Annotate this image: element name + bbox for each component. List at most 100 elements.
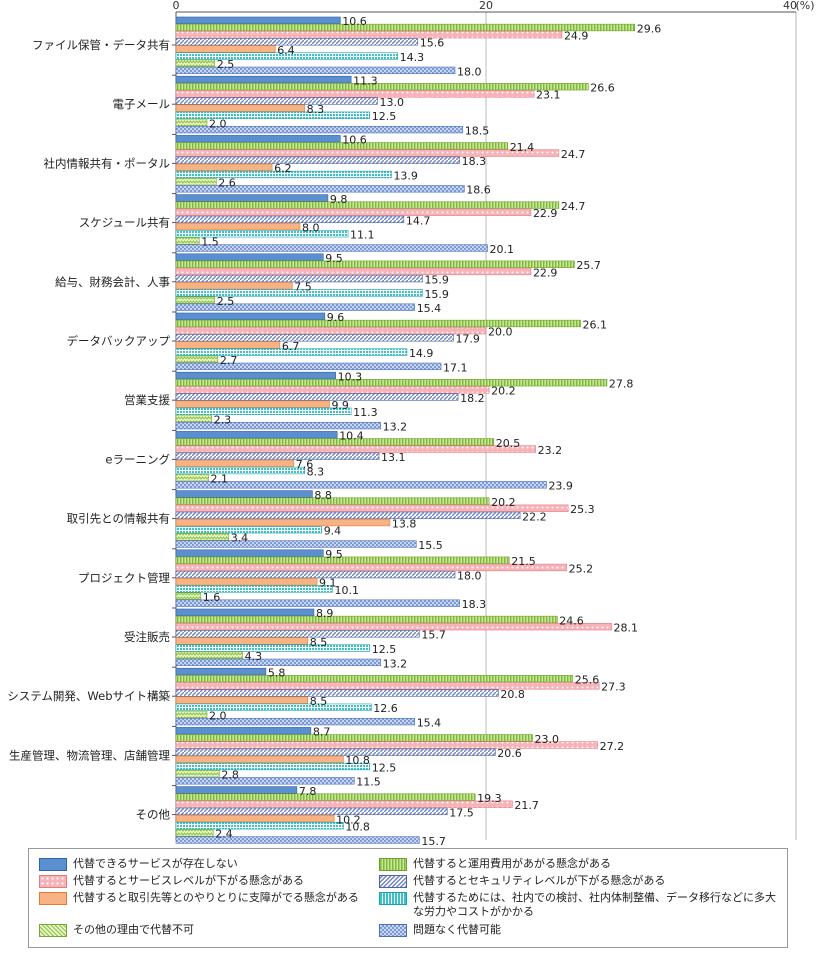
bar xyxy=(175,303,415,311)
data-label: 20.8 xyxy=(500,688,525,701)
data-label: 18.2 xyxy=(460,392,485,405)
category-label: 給与、財務会計、人事 xyxy=(55,275,170,289)
bar xyxy=(175,777,355,785)
legend-item: 代替するとセキュリティレベルが下がる懸念がある xyxy=(379,874,779,888)
bar xyxy=(175,717,415,726)
data-label: 10.8 xyxy=(345,754,370,767)
data-label: 10.1 xyxy=(335,584,360,597)
bar xyxy=(175,97,378,105)
bar xyxy=(175,348,408,356)
x-tick-label: 0 xyxy=(173,0,180,12)
data-label: 9.5 xyxy=(325,252,343,265)
data-label: 22.9 xyxy=(533,207,558,220)
data-label: 23.0 xyxy=(535,733,560,746)
data-label: 10.6 xyxy=(342,134,367,147)
x-unit-label: (%) xyxy=(795,0,814,12)
bar xyxy=(175,135,341,143)
data-label: 27.3 xyxy=(601,681,626,694)
bar xyxy=(175,497,490,505)
legend-label: 問題なく代替可能 xyxy=(413,923,501,936)
bar xyxy=(175,355,219,363)
bar xyxy=(175,769,220,778)
legend-item: 問題なく代替可能 xyxy=(379,923,779,937)
bar xyxy=(175,185,465,193)
data-label: 9.9 xyxy=(331,399,349,412)
data-label: 21.5 xyxy=(511,555,536,568)
data-label: 20.1 xyxy=(490,243,515,256)
bar xyxy=(175,682,600,690)
data-label: 2.1 xyxy=(211,473,229,486)
bar xyxy=(175,630,420,638)
data-label: 24.7 xyxy=(561,148,586,161)
data-label: 9.8 xyxy=(330,193,348,206)
category-label: 社内情報共有・ポータル xyxy=(44,156,171,170)
category-label: eラーニング xyxy=(105,452,170,466)
bar xyxy=(175,563,567,572)
bar xyxy=(175,194,329,202)
data-label: 15.6 xyxy=(420,37,445,50)
data-label: 18.6 xyxy=(466,184,491,197)
bar xyxy=(175,178,217,186)
data-label: 18.5 xyxy=(465,124,490,137)
bar xyxy=(175,362,442,371)
bar xyxy=(175,786,298,794)
data-label: 25.2 xyxy=(569,562,594,575)
data-label: 10.2 xyxy=(336,813,361,826)
data-label: 7.5 xyxy=(294,281,312,294)
legend-item: その他の理由で代替不可 xyxy=(39,923,194,937)
data-label: 20.6 xyxy=(497,747,522,760)
data-label: 9.4 xyxy=(324,525,342,538)
bar xyxy=(175,386,490,394)
bar xyxy=(175,208,532,216)
bar xyxy=(175,599,460,607)
bar xyxy=(175,222,301,231)
data-label: 20.5 xyxy=(496,437,521,450)
data-label: 8.3 xyxy=(307,103,325,116)
data-label: 12.5 xyxy=(372,761,397,774)
bar xyxy=(175,334,454,342)
data-label: 2.7 xyxy=(220,354,238,367)
bar xyxy=(175,518,391,527)
data-label: 2.4 xyxy=(215,828,233,841)
bar xyxy=(175,615,558,624)
category-label: データバックアップ xyxy=(67,334,171,348)
data-label: 13.8 xyxy=(392,517,417,530)
data-label: 18.0 xyxy=(457,569,482,582)
data-label: 2.5 xyxy=(217,295,235,308)
legend-swatch xyxy=(39,858,67,871)
bar xyxy=(175,149,560,157)
bar xyxy=(175,274,423,283)
data-label: 22.2 xyxy=(522,510,547,523)
legend: 代替できるサービスが存在しない 代替すると運用費用があがる懸念がある 代替するとサー… xyxy=(28,848,788,948)
bar xyxy=(175,710,208,719)
legend-swatch xyxy=(379,892,407,905)
data-label: 11.1 xyxy=(350,229,375,242)
data-label: 8.8 xyxy=(314,489,332,502)
data-label: 21.7 xyxy=(514,799,539,812)
bar xyxy=(175,800,513,808)
bar xyxy=(175,689,499,697)
bar xyxy=(175,481,547,489)
category-label: システム開発、Webサイト構築 xyxy=(7,689,170,703)
bar xyxy=(175,125,464,134)
data-label: 20.0 xyxy=(488,326,513,339)
data-label: 15.7 xyxy=(421,835,446,848)
bar xyxy=(175,540,417,548)
bar xyxy=(175,90,535,98)
bar xyxy=(175,23,636,32)
bar xyxy=(175,696,309,704)
bar xyxy=(175,637,309,645)
bar xyxy=(175,592,202,600)
bar xyxy=(175,667,267,676)
legend-swatch xyxy=(379,858,407,871)
data-label: 15.4 xyxy=(417,302,442,315)
data-label: 24.9 xyxy=(564,30,589,43)
legend-swatch xyxy=(39,892,67,905)
data-label: 18.3 xyxy=(462,155,487,168)
data-label: 17.1 xyxy=(443,361,468,374)
data-label: 21.4 xyxy=(510,141,535,154)
data-label: 2.5 xyxy=(217,58,235,71)
bar xyxy=(175,526,322,534)
legend-swatch xyxy=(39,924,67,937)
bar xyxy=(175,748,496,756)
